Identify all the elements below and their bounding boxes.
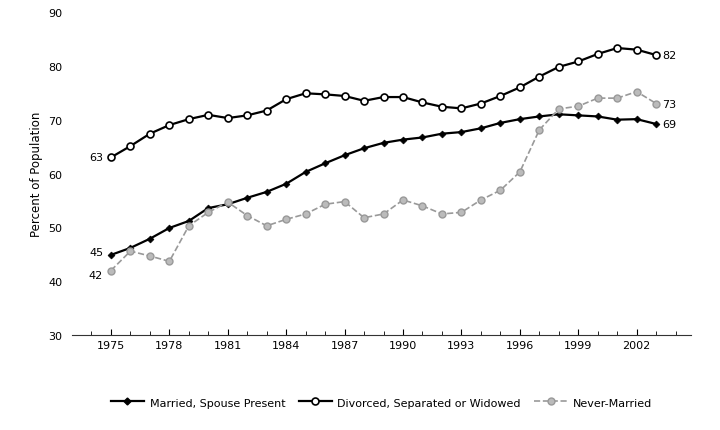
Text: 69: 69 <box>662 120 676 130</box>
Text: 82: 82 <box>662 51 676 61</box>
Y-axis label: Percent of Population: Percent of Population <box>30 112 42 236</box>
Text: 45: 45 <box>89 247 103 257</box>
Legend: Married, Spouse Present, Divorced, Separated or Widowed, Never-Married: Married, Spouse Present, Divorced, Separ… <box>107 393 657 412</box>
Text: 73: 73 <box>662 99 676 109</box>
Text: 63: 63 <box>89 153 103 163</box>
Text: 42: 42 <box>89 270 103 280</box>
